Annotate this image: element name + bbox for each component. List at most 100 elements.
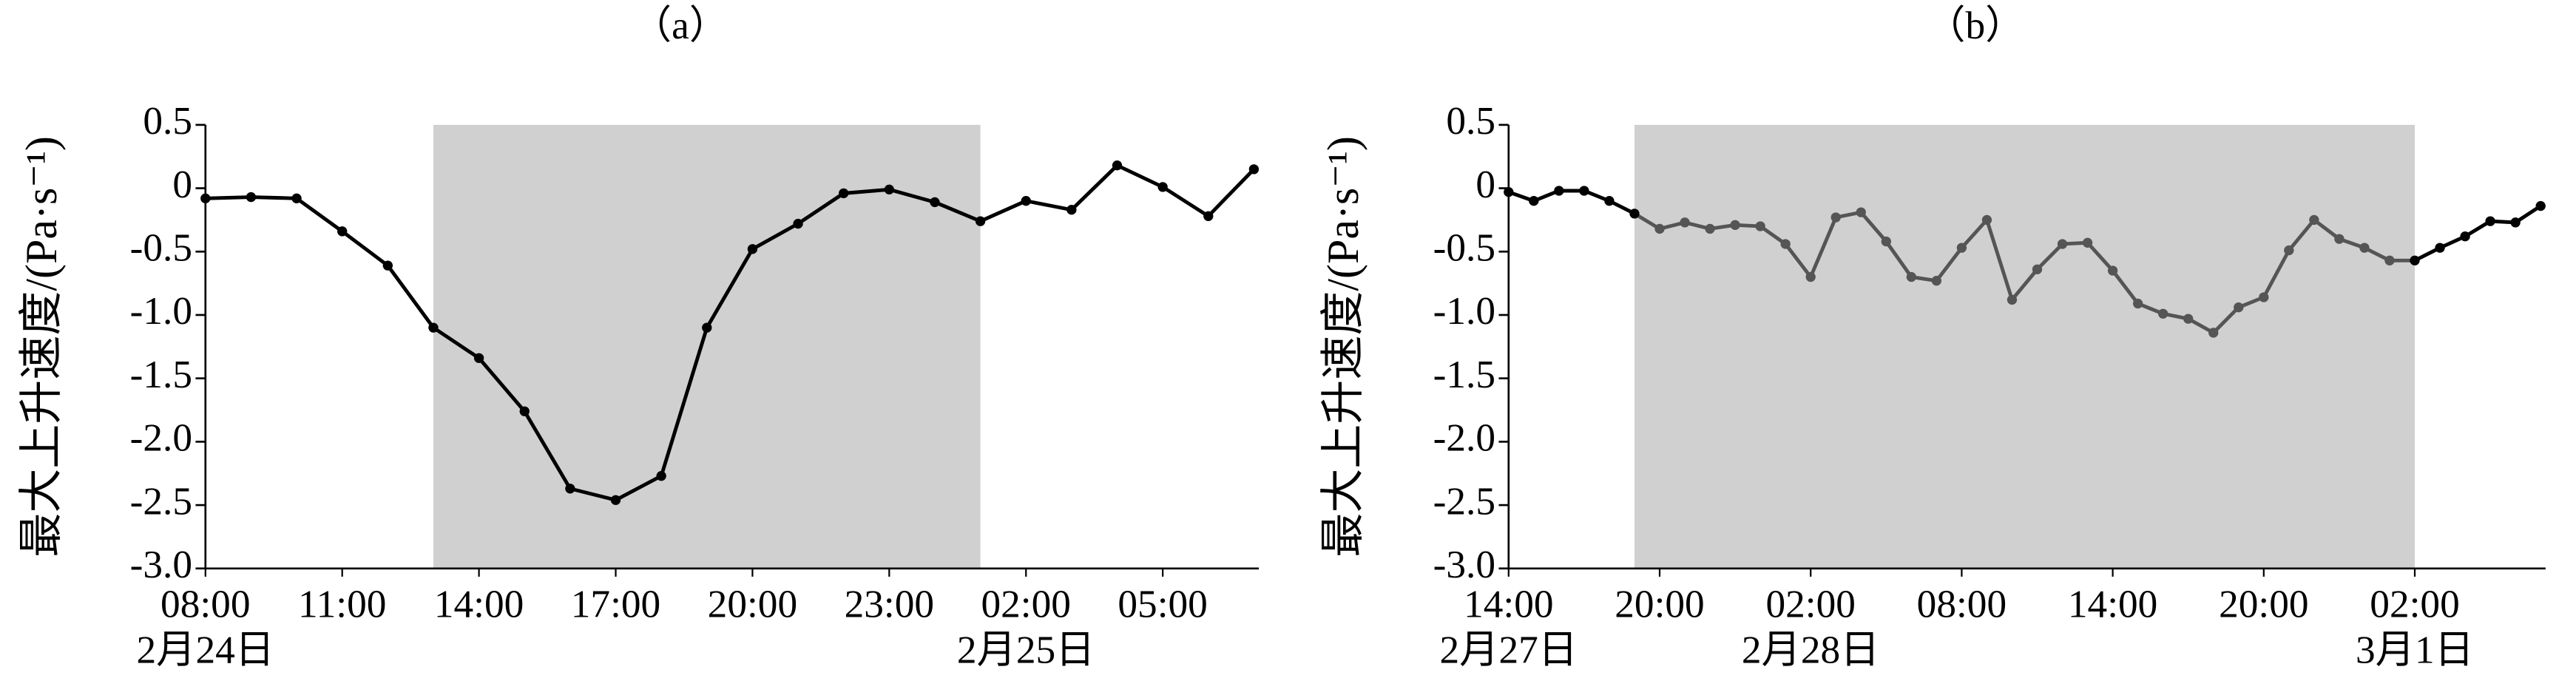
data-point: [565, 484, 575, 494]
data-point: [1981, 214, 1992, 226]
y-tick-label: 0.5: [1446, 98, 1495, 143]
y-tick-label: -1.0: [130, 288, 192, 333]
y-axis-label: 最大上升速度/(Pa·s⁻¹): [1319, 136, 1368, 557]
x-tick-label: 02:00: [1765, 581, 1855, 626]
data-point: [2535, 200, 2546, 211]
x-tick-label: 02:00: [2370, 581, 2459, 626]
data-point: [1629, 209, 1640, 219]
y-tick-label: -2.0: [1433, 416, 1495, 460]
y-tick-label: -1.5: [1433, 352, 1495, 396]
data-point: [1805, 271, 1816, 282]
data-point: [2082, 237, 2093, 248]
data-point: [656, 471, 666, 481]
data-point: [337, 226, 348, 237]
data-point: [2284, 245, 2294, 256]
y-tick-label: -2.5: [1433, 478, 1495, 523]
data-point: [1654, 223, 1665, 234]
data-point: [2309, 214, 2319, 226]
data-point: [1856, 207, 1866, 217]
data-point: [930, 197, 940, 208]
data-point: [2259, 292, 2269, 302]
data-point: [793, 218, 803, 229]
data-line: [205, 195, 435, 329]
data-point: [473, 353, 484, 363]
x-tick-label: 20:00: [708, 581, 797, 626]
data-point: [1157, 182, 1168, 192]
data-point: [2107, 265, 2118, 276]
data-point: [2359, 243, 2370, 253]
data-point: [1705, 223, 1715, 234]
x-tick-label: 20:00: [2219, 581, 2308, 626]
data-point: [1066, 205, 1077, 215]
y-tick-label: -0.5: [130, 226, 192, 270]
x-tick-label: 14:00: [434, 581, 524, 626]
x-tick-label: 17:00: [571, 581, 660, 626]
data-point: [1579, 186, 1589, 196]
x-tick-label: 08:00: [160, 581, 250, 626]
y-tick-label: 0.5: [143, 98, 192, 143]
data-point: [1931, 276, 1942, 286]
x-tick-label: 23:00: [845, 581, 934, 626]
shaded-period: [433, 124, 981, 569]
x-tick-label: 05:00: [1118, 581, 1207, 626]
data-point: [1554, 186, 1564, 196]
data-point: [2510, 217, 2521, 228]
date-label: 2月24日: [136, 628, 274, 672]
data-point: [1529, 196, 1539, 206]
data-line: [979, 163, 1256, 223]
data-point: [1830, 212, 1841, 223]
data-line: [1633, 210, 2416, 336]
date-label: 2月27日: [1439, 628, 1578, 672]
data-point: [1906, 271, 1917, 282]
data-point: [1956, 243, 1967, 253]
data-point: [2183, 314, 2194, 324]
data-point: [1680, 217, 1690, 228]
data-point: [702, 322, 712, 333]
panel-title: （a）: [632, 3, 728, 47]
data-point: [747, 244, 758, 254]
y-tick-label: 0: [1475, 162, 1495, 206]
x-tick-label: 14:00: [2068, 581, 2157, 626]
y-tick-label: -1.5: [130, 352, 192, 396]
data-point: [1203, 211, 1214, 221]
y-tick-label: -2.0: [130, 416, 192, 460]
data-point: [1730, 220, 1740, 230]
x-tick-label: 02:00: [981, 581, 1071, 626]
panel-title: （b）: [1926, 3, 2024, 47]
x-tick-label: 14:00: [1464, 581, 1553, 626]
data-point: [1504, 187, 1514, 197]
date-label: 2月25日: [957, 628, 1095, 672]
y-tick-label: -3.0: [130, 542, 192, 586]
data-point: [2410, 255, 2420, 265]
y-tick-label: -3.0: [1433, 542, 1495, 586]
data-point: [975, 216, 986, 226]
y-tick-label: -2.5: [130, 478, 192, 523]
data-point: [884, 184, 894, 194]
data-point: [2007, 294, 2018, 305]
x-tick-label: 11:00: [298, 581, 386, 626]
data-point: [2384, 255, 2395, 265]
data-point: [200, 193, 211, 203]
data-point: [382, 260, 393, 271]
date-label: 3月1日: [2356, 628, 2474, 672]
shaded-period: [1634, 124, 2416, 569]
data-point: [246, 192, 257, 203]
data-point: [2208, 328, 2219, 338]
data-point: [2460, 231, 2470, 242]
data-point: [1755, 221, 1765, 231]
data-point: [2435, 243, 2445, 253]
y-axis-label: 最大上升速度/(Pa·s⁻¹): [17, 136, 66, 557]
data-point: [2234, 302, 2244, 313]
date-label: 2月28日: [1742, 628, 1880, 672]
x-tick-label: 08:00: [1917, 581, 2007, 626]
data-point: [1248, 164, 1260, 175]
y-tick-label: -0.5: [1433, 226, 1495, 270]
data-point: [1021, 196, 1031, 206]
data-point: [291, 193, 302, 203]
data-point: [519, 406, 530, 416]
data-point: [1112, 160, 1123, 171]
data-point: [2057, 239, 2068, 249]
y-tick-label: -1.0: [1433, 288, 1495, 333]
data-point: [428, 322, 439, 333]
